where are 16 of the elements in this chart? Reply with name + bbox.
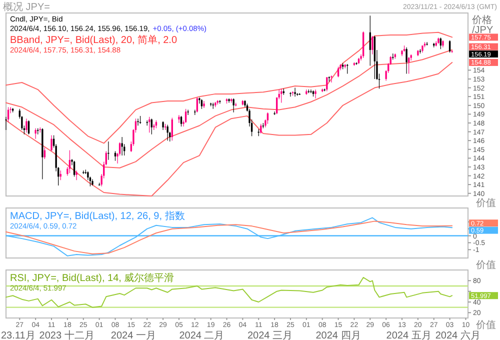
annotation: BBand, JPY=, Bid(Last), 20, 简单, 2.0 [10, 34, 178, 46]
x2-tick-label: 2024 五月 [386, 330, 432, 340]
annotation: MACD, JPY=, Bid(Last), 12, 26, 9, 指数 [10, 210, 185, 222]
y-axis-title: 价格 /JPY [471, 14, 494, 36]
x2-tick-label: 2024 二月 [179, 330, 224, 340]
text: 价值 [475, 197, 496, 209]
x2-tick-label: 2024 四月 [316, 330, 361, 340]
text: 价值 [475, 319, 496, 331]
text: 价值 [475, 259, 496, 271]
x2-tick-label: 2024 三月 [247, 330, 293, 340]
x2-tick-label: 23.11月 [1, 330, 36, 340]
x2-tick-label: 2024 一月 [110, 330, 156, 340]
annotation: RSI, JPY=, Bid(Last), 14, 威尔德平滑 [10, 272, 174, 284]
x2-tick-label: 2023 十二月 [39, 330, 94, 340]
chart-title: 概况 JPY= [3, 1, 50, 13]
x2-tick-label: 2024 六月 [435, 330, 480, 340]
